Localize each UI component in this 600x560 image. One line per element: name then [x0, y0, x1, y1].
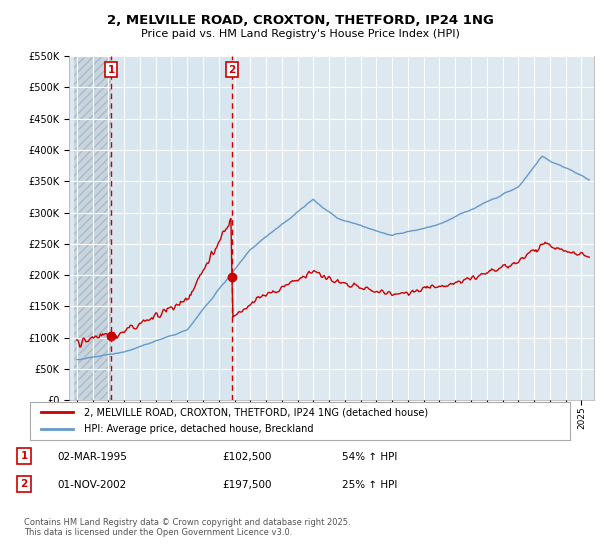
Text: Price paid vs. HM Land Registry's House Price Index (HPI): Price paid vs. HM Land Registry's House …	[140, 29, 460, 39]
Text: 54% ↑ HPI: 54% ↑ HPI	[342, 452, 397, 462]
Text: 2, MELVILLE ROAD, CROXTON, THETFORD, IP24 1NG: 2, MELVILLE ROAD, CROXTON, THETFORD, IP2…	[107, 14, 493, 27]
Text: 1: 1	[107, 64, 115, 74]
Text: 2: 2	[20, 479, 28, 489]
Text: 01-NOV-2002: 01-NOV-2002	[57, 480, 126, 490]
Bar	[74, 56, 111, 400]
Bar	[111, 56, 232, 400]
Text: 25% ↑ HPI: 25% ↑ HPI	[342, 480, 397, 490]
Text: 02-MAR-1995: 02-MAR-1995	[57, 452, 127, 462]
Text: £102,500: £102,500	[222, 452, 271, 462]
Text: Contains HM Land Registry data © Crown copyright and database right 2025.
This d: Contains HM Land Registry data © Crown c…	[24, 518, 350, 538]
Text: 2: 2	[229, 64, 236, 74]
Text: 1: 1	[20, 451, 28, 461]
Text: 2, MELVILLE ROAD, CROXTON, THETFORD, IP24 1NG (detached house): 2, MELVILLE ROAD, CROXTON, THETFORD, IP2…	[84, 407, 428, 417]
Text: HPI: Average price, detached house, Breckland: HPI: Average price, detached house, Brec…	[84, 424, 314, 434]
Text: £197,500: £197,500	[222, 480, 271, 490]
